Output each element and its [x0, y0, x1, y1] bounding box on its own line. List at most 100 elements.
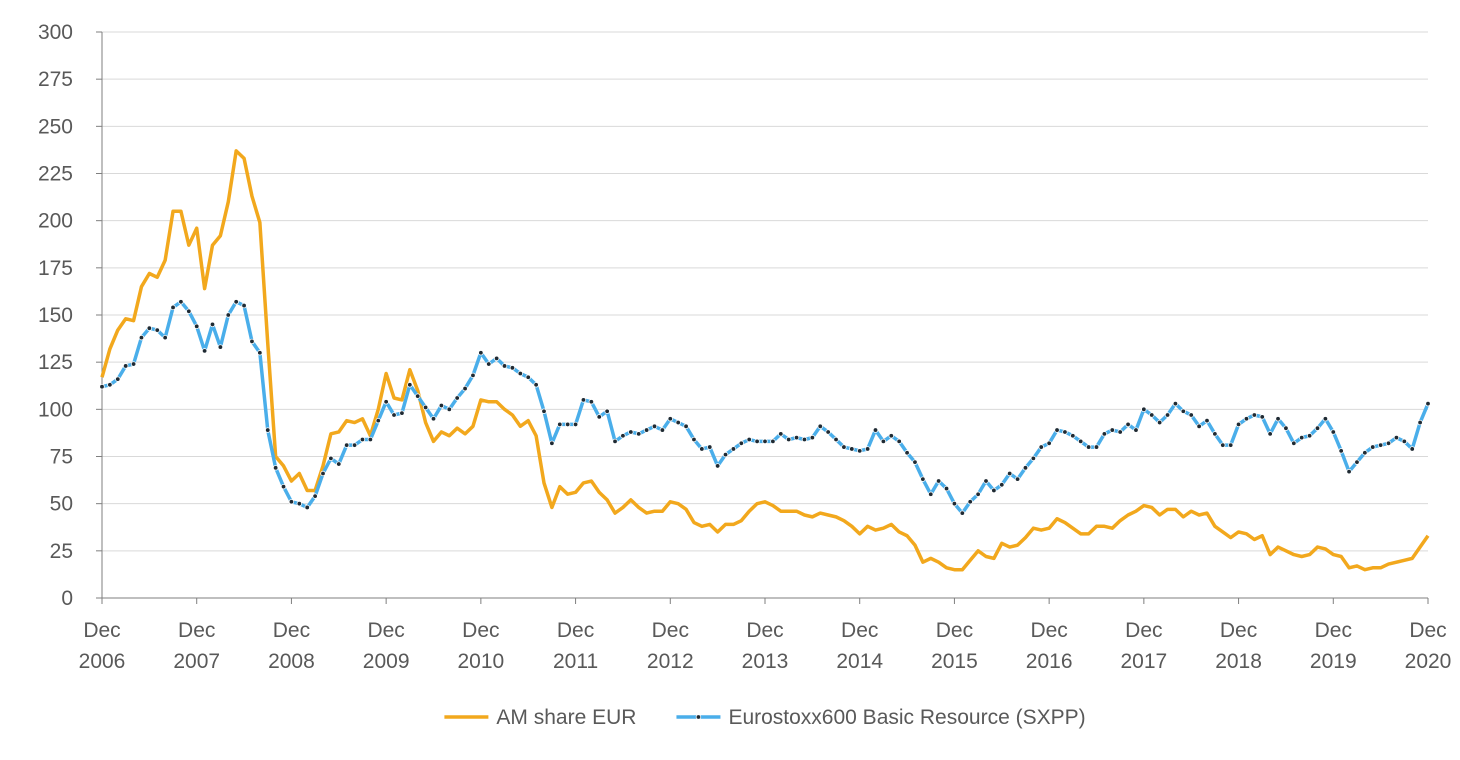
point-marker	[643, 427, 650, 433]
point-marker	[793, 434, 800, 441]
x-tick-label-line: Dec	[462, 619, 499, 642]
point-marker	[241, 302, 247, 309]
y-tick-label: 75	[50, 446, 73, 469]
point-marker	[296, 500, 303, 507]
point-marker	[99, 383, 105, 390]
point-marker	[1109, 427, 1115, 433]
point-marker	[722, 451, 729, 458]
point-marker	[1172, 400, 1179, 407]
x-tick-label-line: 2019	[1310, 650, 1357, 673]
point-marker	[683, 423, 689, 430]
x-tick-label-line: 2011	[553, 650, 598, 673]
point-marker	[430, 416, 437, 422]
x-tick-label: Dec 2007	[173, 619, 220, 673]
x-tick-label-line: 2016	[1026, 650, 1073, 673]
point-marker	[651, 423, 658, 430]
point-marker	[1385, 440, 1392, 446]
y-tick-label: 300	[38, 21, 73, 44]
x-tick-label: Dec 2019	[1310, 619, 1357, 673]
legend-label: Eurostoxx600 Basic Resource (SXPP)	[728, 706, 1085, 729]
y-tick-label: 225	[38, 163, 73, 186]
point-marker	[975, 491, 981, 497]
point-marker	[564, 421, 571, 428]
point-marker	[194, 323, 200, 330]
point-marker	[738, 440, 745, 446]
point-marker	[122, 363, 129, 369]
point-marker	[999, 482, 1005, 488]
point-marker	[1006, 470, 1013, 477]
point-marker	[1235, 421, 1242, 428]
point-marker	[1401, 438, 1408, 445]
y-tick-label: 275	[38, 68, 73, 91]
point-marker	[257, 350, 263, 356]
point-marker	[801, 436, 808, 443]
point-marker	[312, 493, 318, 499]
point-marker	[588, 399, 595, 405]
point-marker	[880, 438, 887, 445]
point-marker	[991, 487, 997, 494]
point-marker	[1346, 468, 1352, 475]
point-marker	[1220, 442, 1226, 448]
point-marker	[888, 433, 894, 439]
x-tick-label: Dec 2008	[268, 619, 315, 673]
point-marker	[154, 327, 160, 333]
point-marker	[967, 499, 973, 505]
point-marker	[959, 510, 966, 516]
x-tick-label: Dec 2018	[1215, 619, 1262, 673]
point-marker	[904, 450, 910, 456]
x-tick-label-line: Dec	[178, 619, 215, 642]
point-marker	[233, 299, 239, 305]
point-marker	[1267, 431, 1273, 437]
point-marker	[486, 361, 492, 367]
point-marker	[659, 427, 666, 433]
point-marker	[304, 504, 310, 511]
point-marker	[928, 491, 934, 497]
point-marker	[178, 299, 184, 305]
x-tick-label-line: Dec	[841, 619, 878, 642]
point-marker	[470, 372, 476, 379]
x-tick-label-line: 2017	[1120, 650, 1167, 673]
point-marker	[1204, 417, 1210, 424]
x-tick-label: Dec 2014	[836, 619, 883, 673]
point-marker	[359, 436, 366, 443]
point-marker	[549, 440, 555, 446]
point-marker	[1156, 419, 1163, 426]
x-tick-label-line: Dec	[746, 619, 783, 642]
x-tick-label: Dec 2012	[647, 619, 694, 673]
point-marker	[943, 485, 950, 492]
point-marker	[770, 438, 776, 445]
x-tick-label-line: 2009	[363, 650, 410, 673]
point-marker	[130, 361, 137, 367]
y-tick-label: 250	[38, 115, 73, 138]
point-marker	[225, 312, 231, 318]
point-marker	[509, 365, 516, 371]
x-tick-label-line: 2008	[268, 650, 315, 673]
y-tick-label: 150	[38, 304, 73, 327]
x-tick-label-line: 2015	[931, 650, 978, 673]
point-marker	[288, 499, 295, 505]
point-marker	[1117, 429, 1123, 435]
point-marker	[1306, 433, 1313, 439]
point-marker	[1085, 444, 1092, 450]
point-marker	[809, 434, 816, 441]
point-marker	[186, 308, 192, 314]
x-tick-label-line: 2007	[173, 650, 220, 673]
x-tick-label-line: Dec	[652, 619, 689, 642]
point-marker	[541, 408, 547, 414]
point-marker	[446, 406, 452, 413]
point-marker	[1243, 416, 1250, 422]
x-tick-label: Dec 2013	[742, 619, 789, 673]
point-marker	[1275, 416, 1281, 422]
y-tick-label: 0	[61, 587, 73, 610]
point-marker	[1093, 444, 1100, 450]
x-tick-label: Dec 2017	[1120, 619, 1167, 673]
point-marker	[857, 448, 863, 454]
x-tick-label: Dec 2015	[931, 619, 978, 673]
point-marker	[864, 446, 871, 452]
point-marker	[107, 382, 113, 388]
point-marker	[162, 334, 168, 341]
x-tick-label-line: Dec	[936, 619, 973, 642]
point-marker	[1149, 412, 1155, 418]
x-tick-label-line: Dec	[1030, 619, 1067, 642]
point-marker	[1377, 442, 1384, 448]
